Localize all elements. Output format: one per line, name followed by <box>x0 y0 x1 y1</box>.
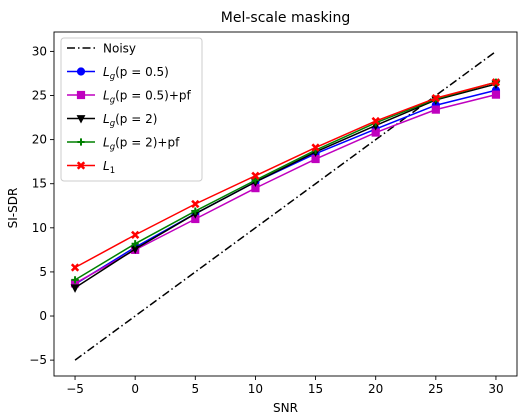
legend-entry-lg2pf: Lg(p = 2)+pf <box>67 136 180 153</box>
series-l1 <box>70 78 501 272</box>
data-point-l1-6 <box>431 93 440 103</box>
y-tick-label: 20 <box>32 133 47 147</box>
plot-area: −5 0 5 10 15 20 25 30 −5 0 5 10 15 20 25 30 Noisy Lg(p = … <box>29 31 518 396</box>
data-point-l1-1 <box>131 230 140 240</box>
x-tick-label: −5 <box>66 382 84 396</box>
legend-label: L1 <box>103 159 115 176</box>
data-point-lg2pf-0 <box>71 276 79 284</box>
data-point-l1-7 <box>491 78 501 87</box>
x-tick-label: 0 <box>131 382 139 396</box>
legend: Noisy Lg(p = 0.5) Lg(p = 0.5)+pf Lg(p = 2) L… <box>60 37 203 182</box>
legend-swatch-marker <box>76 161 86 170</box>
y-tick-label: 30 <box>32 44 47 58</box>
y-tick-label: 25 <box>32 89 47 103</box>
y-axis-label: SI-SDR <box>6 188 20 229</box>
y-tick-label: 10 <box>32 221 47 235</box>
data-point-lg2pf-1 <box>131 240 139 248</box>
data-point-lg05pf-6 <box>431 105 440 114</box>
x-tick-label: 15 <box>308 382 323 396</box>
legend-label: Lg(p = 0.5)+pf <box>103 89 192 106</box>
chart-title: Mel-scale masking <box>221 10 350 26</box>
legend-entry-l1: L1 <box>67 159 115 176</box>
data-point-lg05pf-7 <box>491 90 501 99</box>
data-point-lg2pf-3 <box>251 176 260 184</box>
series-line-lg2pf <box>74 81 497 281</box>
legend-entry-lg2: Lg(p = 2) <box>67 112 157 129</box>
data-point-l1-5 <box>371 116 380 126</box>
legend-swatch-marker <box>77 138 85 146</box>
series-lg2pf <box>71 78 500 284</box>
legend-swatch-marker <box>76 115 86 124</box>
series-line-lg2 <box>74 83 497 289</box>
legend-entry-lg05: Lg(p = 0.5) <box>67 65 169 82</box>
x-axis-label: SNR <box>273 401 298 415</box>
series-line-lg05pf <box>74 93 497 285</box>
x-tick-label: 30 <box>488 382 503 396</box>
y-tick-label: 5 <box>39 265 47 279</box>
x-tick-label: 10 <box>248 382 263 396</box>
data-point-lg2-0 <box>70 284 80 293</box>
x-tick-label: 20 <box>368 382 383 396</box>
legend-swatch-marker <box>76 67 86 76</box>
data-point-l1-0 <box>70 263 80 272</box>
data-point-l1-2 <box>191 199 200 209</box>
data-point-l1-3 <box>251 171 260 180</box>
legend-frame <box>60 37 203 182</box>
series-line-lg05 <box>74 89 497 285</box>
legend-entry-noisy: Noisy <box>67 42 136 56</box>
legend-label: Noisy <box>103 42 136 56</box>
axes-frame <box>53 31 518 377</box>
legend-label: Lg(p = 2) <box>103 112 157 129</box>
legend-swatch-marker <box>76 90 86 100</box>
legend-label: Lg(p = 2)+pf <box>103 136 180 153</box>
x-tick-label: 25 <box>428 382 443 396</box>
data-point-lg2pf-2 <box>191 207 199 215</box>
y-tick-label: 15 <box>32 177 47 191</box>
legend-entry-lg05pf: Lg(p = 0.5)+pf <box>67 89 192 106</box>
series-line-l1 <box>74 81 497 269</box>
x-tick-label: 5 <box>191 382 199 396</box>
legend-label: Lg(p = 0.5) <box>103 65 169 82</box>
y-tick-label: 0 <box>39 309 47 323</box>
data-point-l1-4 <box>311 143 320 152</box>
y-tick-label: −5 <box>29 353 47 367</box>
